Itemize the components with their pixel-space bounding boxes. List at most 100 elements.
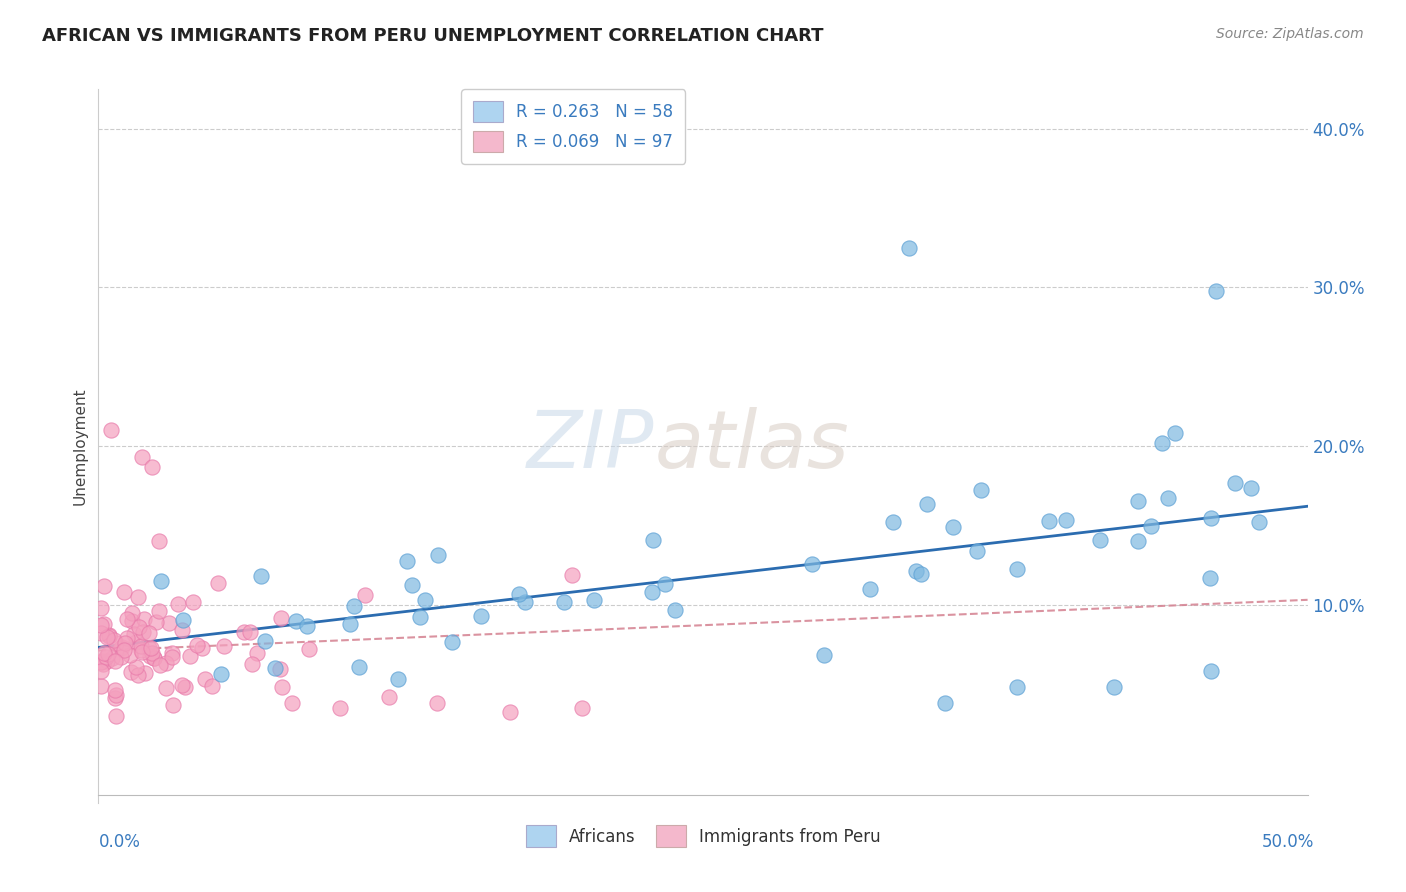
Point <box>90 618 112 632</box>
Point <box>125 635 148 649</box>
Point <box>401 577 423 591</box>
Point <box>966 543 988 558</box>
Point <box>128 620 150 634</box>
Point <box>1007 680 1029 694</box>
Point <box>934 696 956 710</box>
Point <box>124 627 146 641</box>
Point <box>1240 481 1263 495</box>
Point <box>172 613 194 627</box>
Point <box>1205 284 1227 298</box>
Point <box>354 588 377 602</box>
Point <box>641 585 664 599</box>
Point <box>141 646 163 660</box>
Point <box>104 654 127 668</box>
Point <box>910 566 932 581</box>
Point <box>281 696 304 710</box>
Point <box>409 610 432 624</box>
Point <box>148 534 170 549</box>
Point <box>90 665 112 679</box>
Point <box>131 645 153 659</box>
Point <box>170 624 193 638</box>
Point <box>377 690 399 704</box>
Point <box>413 593 436 607</box>
Point <box>1152 436 1174 450</box>
Point <box>138 626 160 640</box>
Point <box>111 640 134 654</box>
Point <box>173 680 195 694</box>
Legend: Africans, Immigrants from Peru: Africans, Immigrants from Peru <box>517 817 889 855</box>
Point <box>104 636 127 650</box>
Point <box>285 614 308 628</box>
Text: AFRICAN VS IMMIGRANTS FROM PERU UNEMPLOYMENT CORRELATION CHART: AFRICAN VS IMMIGRANTS FROM PERU UNEMPLOY… <box>42 27 824 45</box>
Point <box>207 576 229 591</box>
Point <box>440 635 463 649</box>
Point <box>1038 514 1060 528</box>
Point <box>242 657 264 672</box>
Point <box>131 450 153 464</box>
Point <box>121 606 143 620</box>
Point <box>162 698 184 712</box>
Point <box>654 577 676 591</box>
Point <box>117 631 139 645</box>
Point <box>148 604 170 618</box>
Point <box>90 679 112 693</box>
Point <box>90 654 112 668</box>
Point <box>145 615 167 629</box>
Point <box>129 643 152 657</box>
Point <box>100 650 122 665</box>
Text: 50.0%: 50.0% <box>1263 833 1315 851</box>
Point <box>90 655 112 669</box>
Point <box>132 624 155 639</box>
Text: 0.0%: 0.0% <box>98 833 141 851</box>
Point <box>98 628 121 642</box>
Point <box>112 643 135 657</box>
Point <box>114 636 136 650</box>
Point <box>561 567 583 582</box>
Point <box>160 650 183 665</box>
Point <box>1199 664 1222 678</box>
Point <box>347 659 370 673</box>
Point <box>882 516 904 530</box>
Point <box>104 682 127 697</box>
Point <box>91 657 114 671</box>
Point <box>139 649 162 664</box>
Point <box>125 660 148 674</box>
Point <box>343 599 366 613</box>
Point <box>271 681 294 695</box>
Point <box>571 700 593 714</box>
Point <box>194 672 217 686</box>
Point <box>157 616 180 631</box>
Point <box>96 630 118 644</box>
Point <box>127 590 149 604</box>
Point <box>1090 533 1112 547</box>
Point <box>155 656 177 670</box>
Point <box>339 617 361 632</box>
Point <box>117 612 139 626</box>
Point <box>1140 518 1163 533</box>
Point <box>97 629 120 643</box>
Point <box>859 582 882 596</box>
Point <box>110 649 132 664</box>
Point <box>246 646 269 660</box>
Point <box>97 648 120 662</box>
Point <box>186 638 208 652</box>
Point <box>172 678 194 692</box>
Point <box>1249 516 1271 530</box>
Text: Source: ZipAtlas.com: Source: ZipAtlas.com <box>1216 27 1364 41</box>
Point <box>90 625 112 640</box>
Point <box>897 241 920 255</box>
Point <box>1102 680 1125 694</box>
Point <box>426 548 449 562</box>
Point <box>96 654 118 668</box>
Point <box>1157 491 1180 506</box>
Point <box>118 648 141 662</box>
Point <box>181 594 204 608</box>
Point <box>121 614 143 628</box>
Point <box>110 641 132 656</box>
Point <box>513 595 536 609</box>
Point <box>112 585 135 599</box>
Point <box>387 672 409 686</box>
Point <box>209 667 232 681</box>
Point <box>103 633 125 648</box>
Point <box>498 706 520 720</box>
